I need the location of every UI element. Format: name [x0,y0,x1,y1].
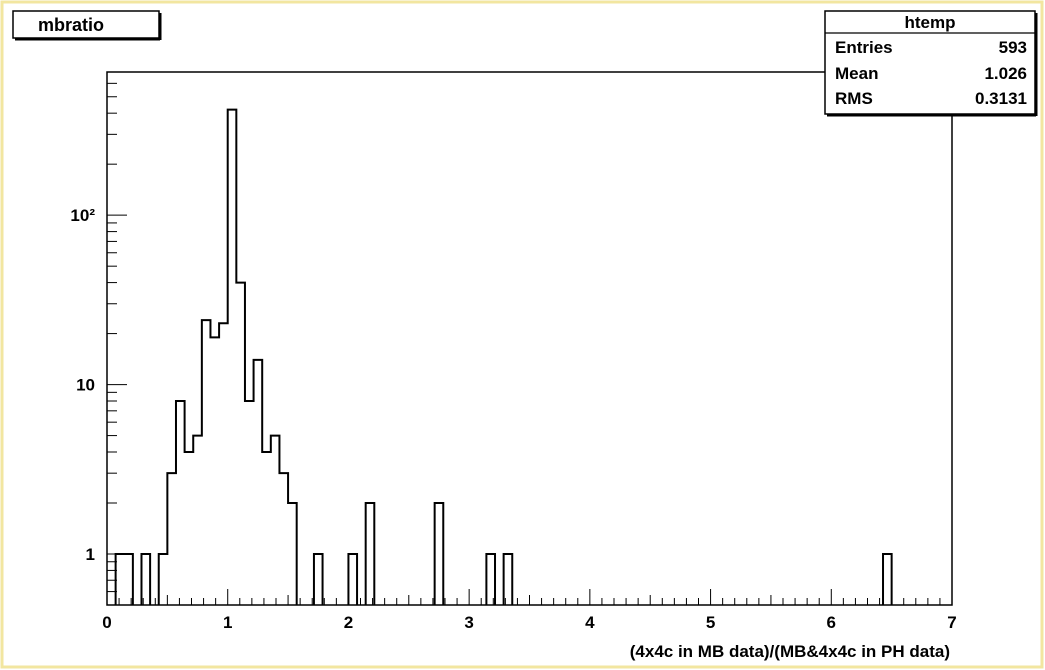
stats-box: htemp Entries 593 Mean 1.026 RMS 0.3131 [824,10,1038,117]
histogram-outline [114,108,893,605]
stats-value-entries: 593 [999,38,1027,57]
title-box: mbratio [12,10,162,41]
histogram-bars [114,108,893,605]
x-axis-label: (4x4c in MB data)/(MB&4x4c in PH data) [630,642,950,661]
stats-label-rms: RMS [835,89,873,108]
y-axis: 1 10 10² [70,71,127,606]
stats-label-mean: Mean [835,64,878,83]
chart-title: mbratio [38,15,104,35]
x-tick-label: 5 [706,613,715,632]
stats-label-entries: Entries [835,38,893,57]
x-tick-label: 3 [464,613,473,632]
plot-frame [106,71,953,606]
y-tick-label: 10 [76,376,95,395]
stats-value-rms: 0.3131 [975,89,1027,108]
x-tick-label: 7 [947,613,956,632]
stats-value-mean: 1.026 [984,64,1027,83]
stats-title: htemp [905,13,956,32]
x-tick-label: 0 [102,613,111,632]
y-tick-label: 10² [70,206,95,225]
x-tick-label: 2 [344,613,353,632]
x-tick-label: 1 [223,613,232,632]
y-tick-label: 1 [86,545,95,564]
x-tick-label: 6 [827,613,836,632]
x-tick-label: 4 [585,613,595,632]
